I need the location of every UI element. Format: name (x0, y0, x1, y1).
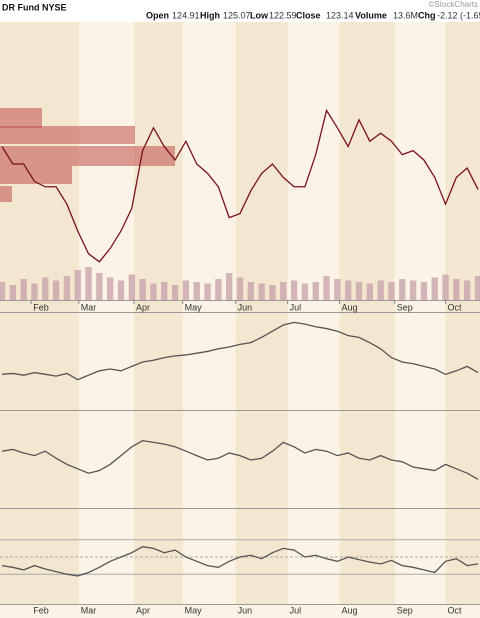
zone (0, 108, 42, 128)
volume-bar (9, 285, 16, 300)
high: 125.07 (223, 10, 251, 20)
volume-bar (312, 282, 319, 300)
volume-bar (453, 279, 460, 300)
volume-bar (20, 279, 27, 300)
volume-bar (204, 283, 211, 300)
volume-bar (377, 280, 384, 300)
month-band (235, 22, 288, 605)
header-bar (0, 0, 480, 22)
x-tick-label: Feb (33, 302, 49, 312)
volume-bar (345, 280, 352, 300)
x-tick-label: May (185, 605, 203, 615)
volume-bar (63, 276, 71, 300)
x-tick-label: Apr (136, 302, 150, 312)
x-tick-label: Jun (238, 302, 253, 312)
month-bands (0, 22, 480, 605)
x-tick-label: Aug (342, 605, 358, 615)
x-tick-label: Jul (290, 302, 302, 312)
volume-bar (409, 280, 417, 300)
x-tick-label: Mar (81, 302, 97, 312)
month-band (445, 22, 480, 605)
x-tick-label: Oct (448, 605, 463, 615)
volume-bar (171, 285, 179, 300)
volume-bar (107, 277, 114, 300)
volume-bar (269, 285, 276, 300)
series-line (1, 321, 479, 381)
high-label: High (200, 10, 220, 20)
quote: Open 124.91 High 125.07 Low 122.59 Close… (146, 10, 480, 20)
panel-borders (0, 300, 480, 605)
volume-bar (161, 282, 168, 300)
low-label: Low (250, 10, 269, 20)
volume-bar (128, 274, 135, 300)
volume-bar (388, 282, 395, 300)
series-line (1, 108, 479, 263)
x-tick-label: Jun (238, 605, 253, 615)
volume-bar (258, 283, 265, 300)
volume-bar (280, 282, 287, 300)
volume-bar (366, 283, 373, 300)
volume-bar (226, 273, 233, 300)
x-tick-label: Jul (290, 605, 302, 615)
chg: -2.12 (-1.69 (437, 10, 480, 20)
zone (0, 146, 175, 166)
volume-bar (139, 279, 146, 300)
x-tick-label: Sep (397, 605, 413, 615)
resistance-zones (0, 108, 175, 202)
volume-bar (290, 280, 298, 300)
x-tick-label: Feb (33, 605, 49, 615)
volume-bar (52, 280, 60, 300)
volume-bar (193, 282, 200, 300)
volume-bar (42, 277, 49, 300)
volume-bar (420, 282, 428, 300)
series-line (1, 546, 479, 577)
volume-bar (474, 276, 480, 300)
open-label: Open (146, 10, 169, 20)
volume-bar (0, 282, 6, 300)
volume-label: Volume (355, 10, 387, 20)
volume-bar (399, 279, 406, 300)
volume-bar (117, 280, 125, 300)
volume-bar (236, 277, 244, 300)
close-label: Close (296, 10, 321, 20)
zone (0, 186, 12, 202)
volume-bar (96, 273, 103, 300)
x-tick-label: Aug (342, 302, 358, 312)
watermark: ©StockCharts (429, 0, 478, 9)
volume-bar (442, 274, 449, 300)
volume-bar (150, 283, 157, 300)
x-tick-label: Mar (81, 605, 97, 615)
volume-bar (215, 279, 222, 300)
volume-bar (323, 276, 330, 300)
volume-bar (182, 280, 190, 300)
volume: 13.6M (393, 10, 418, 20)
volume-bar (85, 267, 92, 300)
symbol: DR Fund NYSE (2, 2, 67, 12)
zone (0, 126, 135, 144)
close: 123.14 (326, 10, 354, 20)
x-tick-label: May (185, 302, 203, 312)
volume-bar (334, 279, 341, 300)
open: 124.91 (172, 10, 200, 20)
low: 122.59 (269, 10, 297, 20)
volume-bar (355, 282, 363, 300)
volume-bar (74, 270, 81, 300)
volume-bar (431, 277, 438, 300)
zone (0, 166, 72, 184)
month-band (339, 22, 395, 605)
series-line (1, 439, 479, 480)
volume-bar (464, 280, 471, 300)
month-band (133, 22, 183, 605)
volume-bar (31, 283, 38, 300)
volume-bar (301, 283, 309, 300)
chg-label: Chg (418, 10, 436, 20)
x-tick-label: Sep (397, 302, 413, 312)
volume-bar (247, 282, 254, 300)
x-tick-label: Oct (448, 302, 463, 312)
x-tick-label: Apr (136, 605, 150, 615)
